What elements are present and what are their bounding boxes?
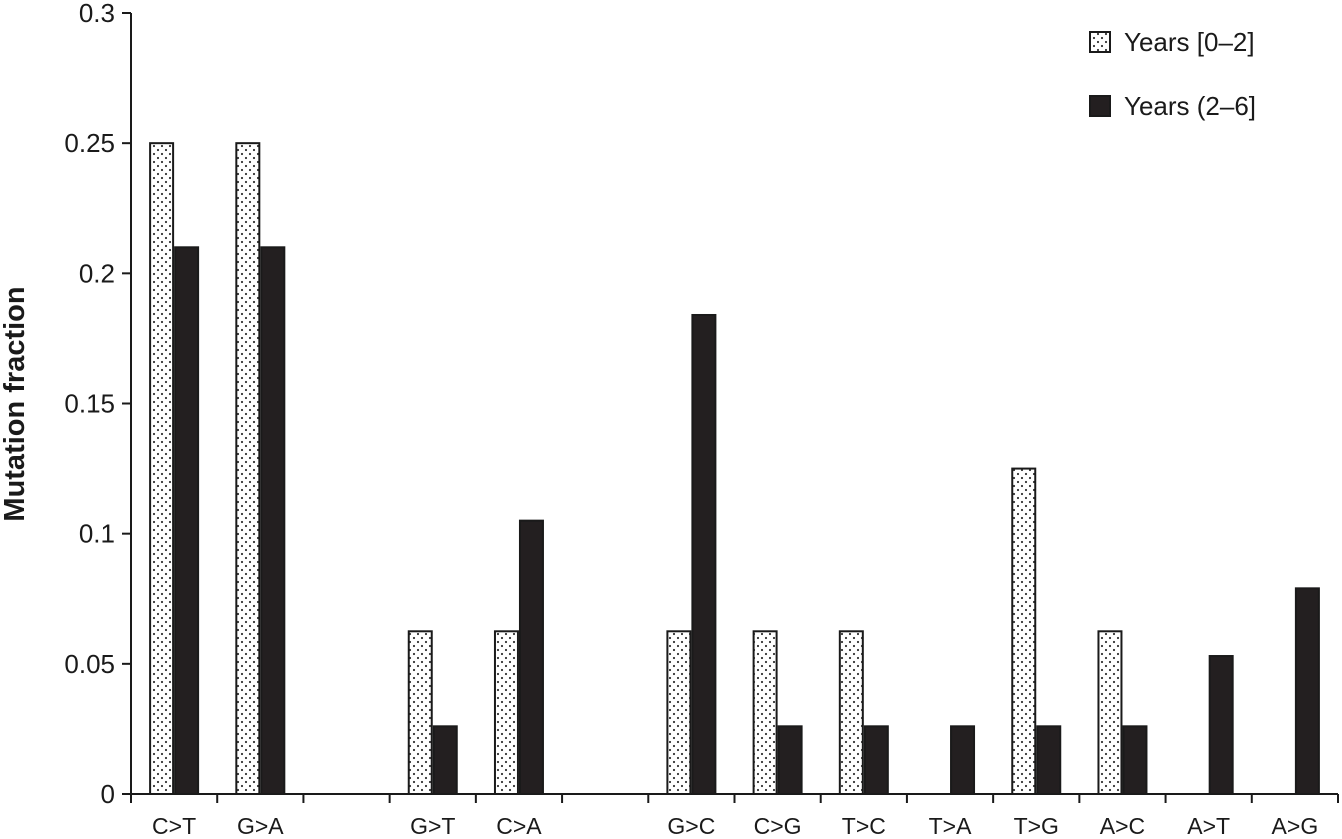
category-labels: C>T G>A G>T C>A G>C C>G T>C T>A T>G A>C A>T A>G: [152, 813, 1318, 839]
x-category-label: T>A: [929, 813, 972, 839]
y-tick-label: 0.3: [79, 0, 115, 28]
y-tick-label: 0: [101, 779, 115, 809]
bar-years-0-2: [235, 142, 261, 795]
bar-years-2-6: [1294, 587, 1320, 795]
legend-label-years-2-6: Years (2–6]: [1124, 91, 1256, 121]
x-category-label: A>G: [1272, 813, 1319, 839]
bar-years-0-2: [493, 630, 519, 796]
x-category-label: C>G: [754, 813, 802, 839]
bar-years-2-6: [1208, 655, 1234, 795]
bar-years-2-6: [863, 725, 889, 796]
legend-label-years-0-2: Years [0–2]: [1124, 27, 1255, 57]
y-tick-label: 0.2: [79, 258, 115, 288]
y-tick-label: 0.15: [64, 389, 115, 419]
bar-years-0-2: [838, 630, 864, 796]
bar-years-2-6: [691, 313, 717, 795]
y-axis: 0 0.05 0.1 0.15 0.2 0.25 0.3: [64, 0, 132, 809]
bar-years-2-6: [1122, 725, 1148, 796]
x-axis: [130, 793, 1339, 803]
y-tick-label: 0.05: [64, 649, 115, 679]
bar-years-2-6: [260, 246, 286, 796]
bar-years-0-2: [752, 630, 778, 796]
legend: Years [0–2] Years (2–6]: [1089, 27, 1256, 121]
bar-years-0-2: [666, 630, 692, 796]
bar-years-0-2: [149, 142, 175, 795]
x-category-label: A>C: [1100, 813, 1145, 839]
y-tick-label: 0.1: [79, 519, 115, 549]
x-category-label: G>T: [410, 813, 455, 839]
bars-group: [149, 142, 1320, 796]
y-tick-label: 0.25: [64, 128, 115, 158]
y-axis-label: Mutation fraction: [0, 286, 31, 521]
x-category-label: T>C: [842, 813, 886, 839]
x-category-label: A>T: [1187, 813, 1230, 839]
legend-swatch-years-2-6: [1089, 95, 1111, 117]
legend-swatch-years-0-2: [1089, 31, 1111, 53]
bar-years-2-6: [174, 246, 200, 796]
x-category-label: T>G: [1014, 813, 1059, 839]
x-category-label: G>A: [237, 813, 284, 839]
bar-years-2-6: [777, 725, 803, 796]
bar-years-2-6: [432, 725, 458, 796]
bar-years-0-2: [1097, 630, 1123, 796]
bar-years-2-6: [518, 519, 544, 796]
bar-years-0-2: [407, 630, 433, 796]
x-category-label: C>T: [152, 813, 196, 839]
x-category-label: G>C: [667, 813, 715, 839]
x-category-label: C>A: [496, 813, 542, 839]
bar-years-2-6: [950, 725, 976, 796]
bar-years-0-2: [1011, 467, 1037, 795]
bar-years-2-6: [1036, 725, 1062, 796]
